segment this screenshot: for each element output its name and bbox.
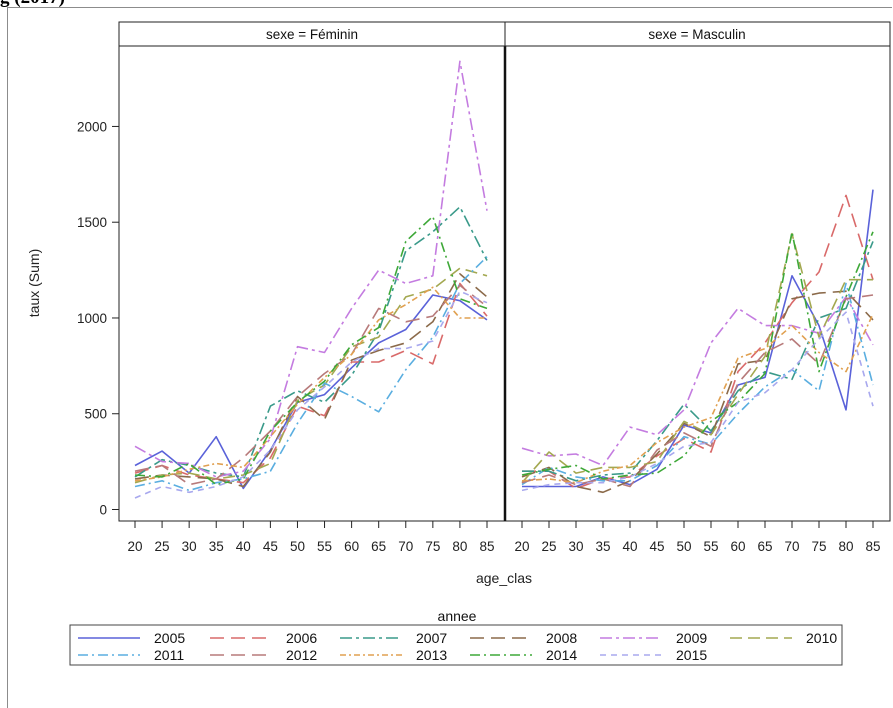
panel-feminin-frame	[118, 45, 506, 522]
legend-label-2011: 2011	[154, 647, 184, 663]
series-line-2008-panel-1	[134, 273, 488, 488]
legend-label-2010: 2010	[806, 630, 837, 646]
x-tick-label: 85	[479, 539, 494, 554]
series-line-2009-panel-1	[134, 60, 488, 478]
y-tick-label: 2000	[77, 119, 107, 134]
legend-label-2015: 2015	[676, 647, 707, 663]
series-line-2008-panel-2	[521, 290, 874, 494]
y-axis-label: taux (Sum)	[26, 249, 42, 317]
x-tick-label: 25	[541, 539, 556, 554]
legend-label-2013: 2013	[416, 647, 447, 663]
y-tick-label: 0	[99, 503, 107, 518]
x-axis: 20 25 30 35 40 45 50 55 60 65 70 75 80 85 20 25 30 35 40 45…	[127, 521, 881, 554]
x-tick-label: 40	[622, 539, 637, 554]
figure-frame	[7, 7, 892, 708]
x-tick-label: 50	[290, 539, 305, 554]
x-tick-label: 75	[811, 539, 826, 554]
x-tick-label: 85	[865, 539, 880, 554]
legend-label-2012: 2012	[286, 647, 317, 663]
strip-masculin	[504, 21, 891, 47]
x-tick-label: 30	[568, 539, 583, 554]
x-tick-label: 40	[236, 539, 251, 554]
x-tick-label: 55	[703, 539, 718, 554]
series-line-2013-panel-2	[521, 313, 874, 484]
series-line-2013-panel-1	[134, 286, 487, 482]
x-tick-label: 70	[398, 539, 413, 554]
x-tick-label: 80	[452, 539, 467, 554]
x-tick-label: 20	[514, 539, 529, 554]
strip-label-masculin: sexe = Masculin	[648, 27, 745, 42]
legend-label-2005: 2005	[154, 630, 185, 646]
y-tick-label: 500	[84, 407, 107, 422]
x-tick-label: 70	[784, 539, 799, 554]
x-tick-label: 35	[209, 539, 224, 554]
x-tick-label: 45	[263, 539, 278, 554]
series-line-2012-panel-1	[134, 284, 488, 486]
legend-label-2008: 2008	[546, 630, 577, 646]
legend-label-2009: 2009	[676, 630, 707, 646]
strip-label-feminin: sexe = Féminin	[266, 27, 358, 42]
strip-feminin	[118, 21, 506, 47]
x-tick-label: 65	[757, 539, 772, 554]
series-lines	[134, 60, 874, 499]
legend-label-2014: 2014	[546, 647, 577, 663]
series-line-2006-panel-1	[134, 282, 488, 484]
legend-label-2007: 2007	[416, 630, 447, 646]
x-tick-label: 75	[425, 539, 440, 554]
y-tick-label: 1000	[77, 311, 107, 326]
series-line-2010-panel-1	[134, 267, 488, 484]
series-line-2007-panel-1	[134, 206, 488, 478]
x-axis-label: age_clas	[476, 570, 532, 586]
x-tick-label: 35	[595, 539, 610, 554]
x-tick-label: 30	[182, 539, 197, 554]
legend-box	[69, 624, 843, 666]
figure-caption-fragment: g (2017)	[0, 0, 65, 9]
x-tick-label: 60	[344, 539, 359, 554]
panel-masculin-frame	[504, 45, 891, 522]
x-tick-label: 45	[649, 539, 664, 554]
legend-title: annee	[438, 608, 477, 624]
series-line-2007-panel-2	[522, 241, 874, 482]
x-tick-label: 60	[730, 539, 745, 554]
legend: 2005 2006 2007 2008 2009 2010 2011 2012 2013 2014…	[78, 630, 837, 663]
faceted-line-chart: sexe = Féminin sexe = Masculin 0 500 1000 1…	[26, 21, 891, 666]
x-tick-label: 50	[676, 539, 691, 554]
legend-label-2006: 2006	[286, 630, 317, 646]
series-line-2012-panel-2	[521, 294, 874, 488]
series-line-2011-panel-1	[134, 256, 488, 492]
series-line-2009-panel-2	[521, 296, 874, 467]
y-tick-label: 1500	[77, 215, 107, 230]
series-line-2010-panel-2	[521, 232, 873, 484]
series-line-2006-panel-2	[522, 194, 874, 490]
x-tick-label: 20	[127, 539, 142, 554]
x-tick-label: 55	[317, 539, 332, 554]
series-line-2014-panel-1	[134, 215, 488, 486]
series-line-2015-panel-2	[521, 311, 874, 492]
series-line-2011-panel-2	[521, 282, 874, 486]
x-tick-label: 65	[371, 539, 386, 554]
y-axis: 0 500 1000 1500 2000	[77, 119, 119, 518]
series-line-2015-panel-1	[134, 290, 488, 499]
x-tick-label: 25	[155, 539, 170, 554]
x-tick-label: 80	[838, 539, 853, 554]
